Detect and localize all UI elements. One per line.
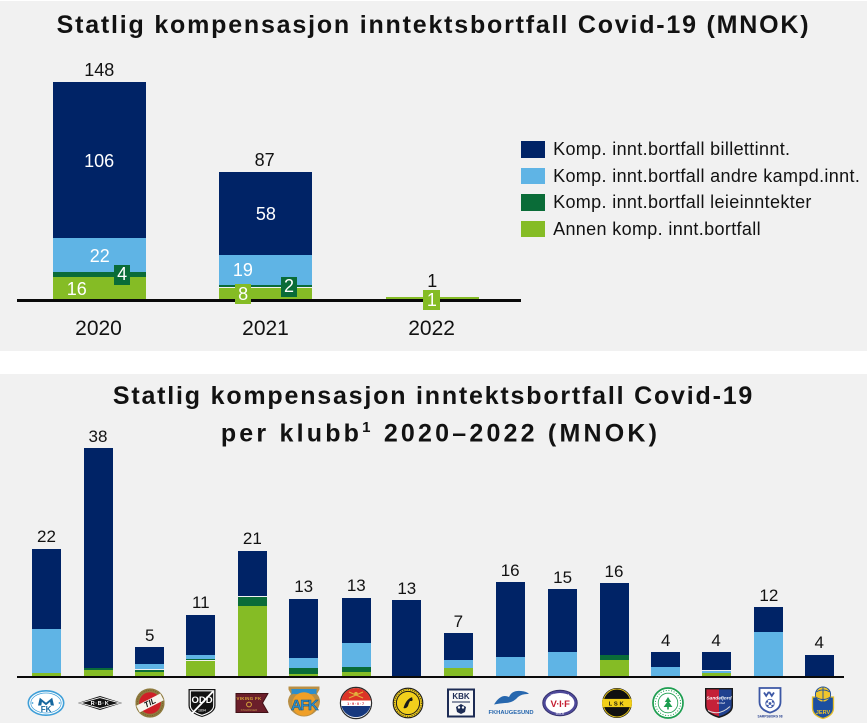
- svg-text:ODD: ODD: [191, 695, 212, 706]
- svg-text:SARPSBORG 08: SARPSBORG 08: [758, 715, 783, 719]
- svg-text:OSLO: OSLO: [556, 712, 565, 716]
- svg-text:1·9·0·7: 1·9·0·7: [347, 702, 365, 706]
- svg-text:KBK: KBK: [452, 692, 470, 701]
- svg-text:FK: FK: [41, 705, 52, 714]
- svg-text:1894: 1894: [198, 709, 206, 713]
- svg-text:VIKING FK: VIKING FK: [237, 696, 262, 701]
- svg-text:Fotball: Fotball: [717, 701, 725, 705]
- svg-text:STAVANGER: STAVANGER: [241, 708, 258, 712]
- svg-text:R·B·K: R·B·K: [91, 701, 110, 707]
- svg-text:V·I·F: V·I·F: [550, 699, 570, 710]
- svg-text:AFK: AFK: [290, 697, 318, 714]
- svg-text:FKHAUGESUND: FKHAUGESUND: [488, 710, 533, 716]
- svg-text:Sandefjord: Sandefjord: [706, 696, 732, 702]
- svg-text:JERV: JERV: [815, 710, 830, 716]
- svg-text:LSK: LSK: [609, 702, 626, 708]
- svg-text:VÅLERENGA: VÅLERENGA: [551, 692, 571, 697]
